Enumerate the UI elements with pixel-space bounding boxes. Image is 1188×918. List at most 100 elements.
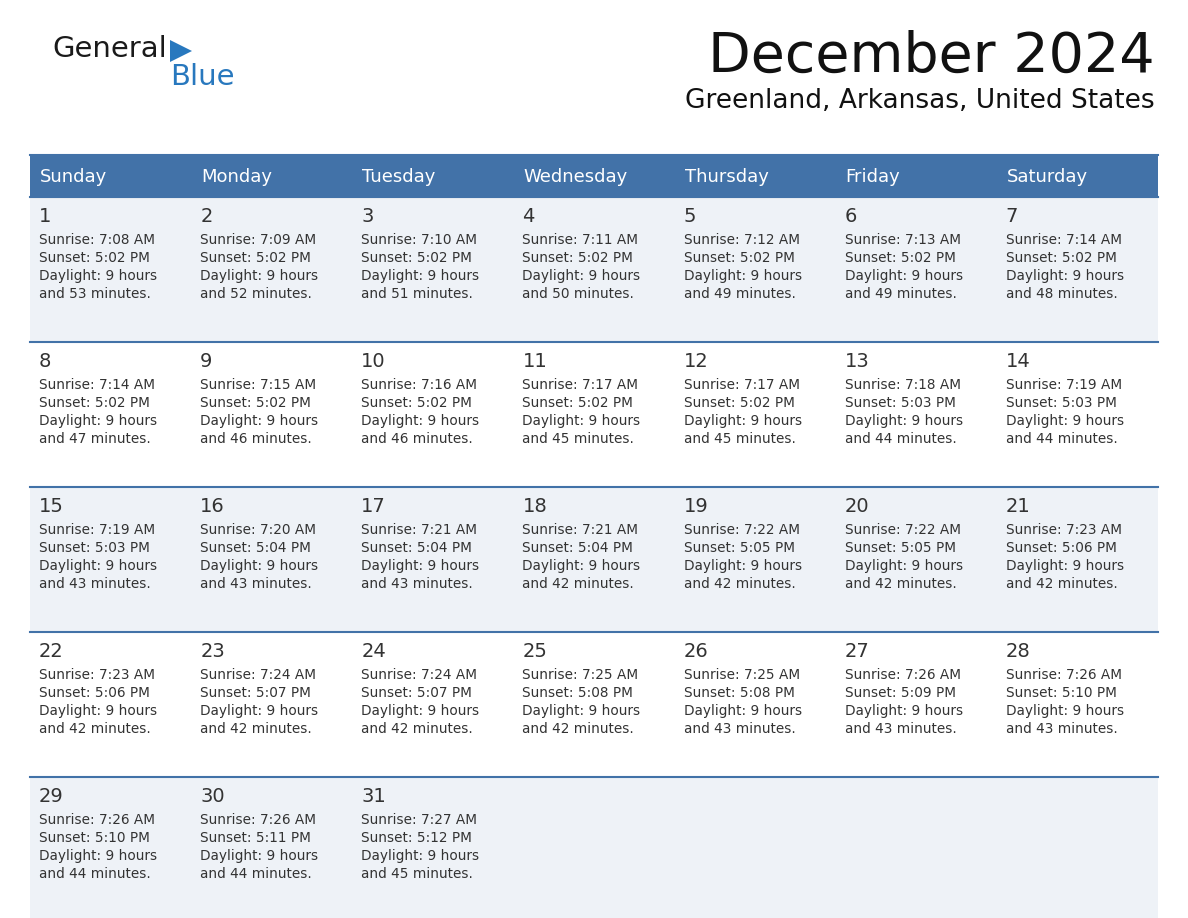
Text: 20: 20 [845, 497, 870, 516]
Text: Sunset: 5:02 PM: Sunset: 5:02 PM [523, 396, 633, 410]
Text: Blue: Blue [170, 63, 234, 91]
Text: 5: 5 [683, 207, 696, 226]
Text: Sunrise: 7:26 AM: Sunrise: 7:26 AM [39, 813, 154, 827]
Text: Sunrise: 7:22 AM: Sunrise: 7:22 AM [845, 523, 961, 537]
Text: and 51 minutes.: and 51 minutes. [361, 287, 473, 301]
Text: Sunset: 5:02 PM: Sunset: 5:02 PM [200, 396, 311, 410]
Text: and 53 minutes.: and 53 minutes. [39, 287, 151, 301]
Text: 11: 11 [523, 352, 548, 371]
Text: Daylight: 9 hours: Daylight: 9 hours [845, 559, 962, 573]
Text: Daylight: 9 hours: Daylight: 9 hours [845, 269, 962, 283]
Text: and 49 minutes.: and 49 minutes. [845, 287, 956, 301]
Text: Sunset: 5:07 PM: Sunset: 5:07 PM [361, 686, 472, 700]
Bar [30, 632, 1158, 777]
Text: Sunrise: 7:17 AM: Sunrise: 7:17 AM [523, 378, 638, 392]
Text: Daylight: 9 hours: Daylight: 9 hours [1006, 704, 1124, 718]
Text: 27: 27 [845, 642, 870, 661]
Text: Sunrise: 7:21 AM: Sunrise: 7:21 AM [361, 523, 478, 537]
Text: 6: 6 [845, 207, 857, 226]
Text: Sunrise: 7:08 AM: Sunrise: 7:08 AM [39, 233, 154, 247]
Text: and 42 minutes.: and 42 minutes. [523, 722, 634, 736]
Text: and 42 minutes.: and 42 minutes. [200, 722, 312, 736]
Text: and 43 minutes.: and 43 minutes. [683, 722, 795, 736]
Text: Daylight: 9 hours: Daylight: 9 hours [361, 414, 480, 428]
Text: and 42 minutes.: and 42 minutes. [39, 722, 151, 736]
Bar [30, 487, 1158, 632]
Text: Daylight: 9 hours: Daylight: 9 hours [361, 704, 480, 718]
Text: Monday: Monday [201, 168, 272, 186]
Text: and 44 minutes.: and 44 minutes. [39, 867, 151, 881]
Text: 10: 10 [361, 352, 386, 371]
Text: and 43 minutes.: and 43 minutes. [1006, 722, 1118, 736]
Text: 30: 30 [200, 787, 225, 806]
Text: Sunrise: 7:16 AM: Sunrise: 7:16 AM [361, 378, 478, 392]
Text: and 43 minutes.: and 43 minutes. [361, 577, 473, 591]
Text: 14: 14 [1006, 352, 1031, 371]
Text: Sunset: 5:05 PM: Sunset: 5:05 PM [845, 541, 955, 555]
Text: Sunrise: 7:22 AM: Sunrise: 7:22 AM [683, 523, 800, 537]
Text: Sunrise: 7:26 AM: Sunrise: 7:26 AM [200, 813, 316, 827]
Text: Daylight: 9 hours: Daylight: 9 hours [361, 269, 480, 283]
Text: Daylight: 9 hours: Daylight: 9 hours [200, 269, 318, 283]
Text: and 42 minutes.: and 42 minutes. [683, 577, 795, 591]
Text: General: General [52, 35, 166, 63]
Text: Sunrise: 7:21 AM: Sunrise: 7:21 AM [523, 523, 638, 537]
Text: Sunrise: 7:13 AM: Sunrise: 7:13 AM [845, 233, 961, 247]
Text: 18: 18 [523, 497, 548, 516]
Text: Daylight: 9 hours: Daylight: 9 hours [200, 704, 318, 718]
Text: 13: 13 [845, 352, 870, 371]
Text: Daylight: 9 hours: Daylight: 9 hours [845, 414, 962, 428]
Text: Sunset: 5:04 PM: Sunset: 5:04 PM [361, 541, 472, 555]
Text: 9: 9 [200, 352, 213, 371]
Text: Sunrise: 7:19 AM: Sunrise: 7:19 AM [39, 523, 156, 537]
Text: Sunset: 5:02 PM: Sunset: 5:02 PM [39, 396, 150, 410]
Text: Sunrise: 7:23 AM: Sunrise: 7:23 AM [39, 668, 154, 682]
Text: and 47 minutes.: and 47 minutes. [39, 432, 151, 446]
Text: Sunset: 5:11 PM: Sunset: 5:11 PM [200, 831, 311, 845]
Text: Wednesday: Wednesday [524, 168, 627, 186]
Text: Sunrise: 7:20 AM: Sunrise: 7:20 AM [200, 523, 316, 537]
Text: Sunset: 5:04 PM: Sunset: 5:04 PM [523, 541, 633, 555]
Text: Daylight: 9 hours: Daylight: 9 hours [683, 269, 802, 283]
Text: Daylight: 9 hours: Daylight: 9 hours [39, 559, 157, 573]
Text: and 43 minutes.: and 43 minutes. [39, 577, 151, 591]
Text: 15: 15 [39, 497, 64, 516]
Text: Sunrise: 7:17 AM: Sunrise: 7:17 AM [683, 378, 800, 392]
Text: Sunset: 5:04 PM: Sunset: 5:04 PM [200, 541, 311, 555]
Text: 17: 17 [361, 497, 386, 516]
Text: Sunset: 5:02 PM: Sunset: 5:02 PM [39, 251, 150, 265]
Text: and 45 minutes.: and 45 minutes. [683, 432, 796, 446]
Text: and 44 minutes.: and 44 minutes. [1006, 432, 1118, 446]
Text: 29: 29 [39, 787, 64, 806]
Text: Sunrise: 7:14 AM: Sunrise: 7:14 AM [39, 378, 154, 392]
Text: and 45 minutes.: and 45 minutes. [361, 867, 473, 881]
Text: Sunset: 5:12 PM: Sunset: 5:12 PM [361, 831, 472, 845]
Text: and 44 minutes.: and 44 minutes. [845, 432, 956, 446]
Text: Sunrise: 7:14 AM: Sunrise: 7:14 AM [1006, 233, 1121, 247]
Text: Sunrise: 7:11 AM: Sunrise: 7:11 AM [523, 233, 638, 247]
Text: Sunset: 5:02 PM: Sunset: 5:02 PM [683, 251, 795, 265]
Text: Sunset: 5:02 PM: Sunset: 5:02 PM [200, 251, 311, 265]
Text: 23: 23 [200, 642, 225, 661]
Text: and 43 minutes.: and 43 minutes. [845, 722, 956, 736]
Bar [30, 197, 1158, 342]
Text: Sunrise: 7:10 AM: Sunrise: 7:10 AM [361, 233, 478, 247]
Text: Sunset: 5:02 PM: Sunset: 5:02 PM [845, 251, 955, 265]
Text: 12: 12 [683, 352, 708, 371]
Text: Sunset: 5:02 PM: Sunset: 5:02 PM [683, 396, 795, 410]
Text: 16: 16 [200, 497, 225, 516]
Text: and 42 minutes.: and 42 minutes. [361, 722, 473, 736]
Text: Sunset: 5:08 PM: Sunset: 5:08 PM [523, 686, 633, 700]
Text: Sunset: 5:10 PM: Sunset: 5:10 PM [1006, 686, 1117, 700]
Text: Daylight: 9 hours: Daylight: 9 hours [683, 559, 802, 573]
Text: Sunset: 5:03 PM: Sunset: 5:03 PM [1006, 396, 1117, 410]
Text: December 2024: December 2024 [708, 30, 1155, 84]
Text: and 49 minutes.: and 49 minutes. [683, 287, 796, 301]
Bar [30, 777, 1158, 918]
Text: Sunrise: 7:19 AM: Sunrise: 7:19 AM [1006, 378, 1121, 392]
Text: and 52 minutes.: and 52 minutes. [200, 287, 312, 301]
Text: Daylight: 9 hours: Daylight: 9 hours [200, 559, 318, 573]
Text: Saturday: Saturday [1007, 168, 1088, 186]
Text: 31: 31 [361, 787, 386, 806]
Text: 22: 22 [39, 642, 64, 661]
